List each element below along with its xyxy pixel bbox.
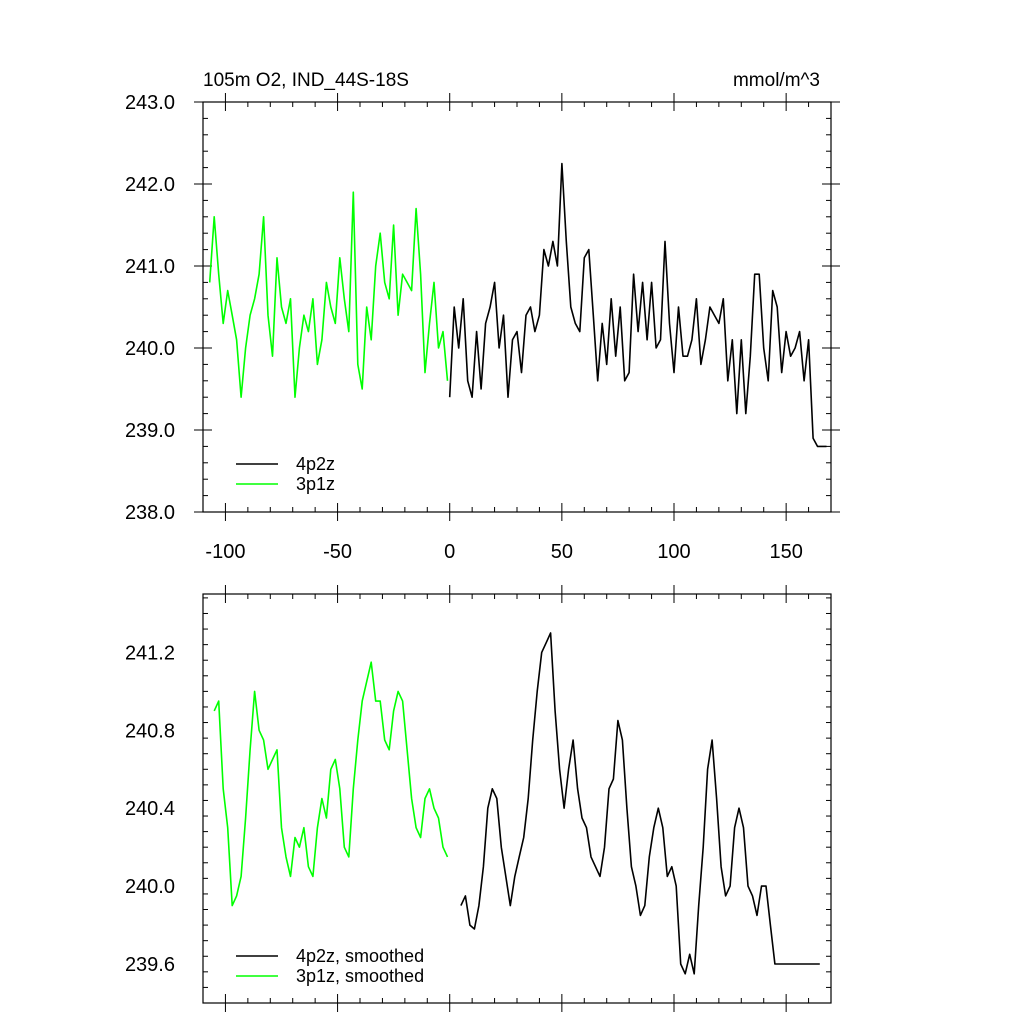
plot-frame bbox=[202, 101, 832, 513]
y-tick-label: 239.0 bbox=[125, 420, 175, 442]
y-tick-label: 240.0 bbox=[125, 338, 175, 360]
y-tick-label: 241.0 bbox=[125, 256, 175, 278]
series-line-4p2z-smoothed bbox=[460, 632, 820, 975]
x-tick-label: 150 bbox=[769, 541, 802, 563]
top-panel: -100 -50 0 50 100 150 238.0 239.0 240.0 241.0 242.… bbox=[125, 92, 840, 563]
series-line-4p2z bbox=[448, 162, 827, 448]
series-line-3p1z-smoothed bbox=[213, 661, 449, 907]
x-tick-label: -100 bbox=[205, 541, 245, 563]
legend-label: 3p1z, smoothed bbox=[296, 966, 424, 986]
plot-frame bbox=[202, 593, 832, 1004]
x-tick-label: 50 bbox=[551, 541, 573, 563]
x-tick-label: 0 bbox=[444, 541, 455, 563]
units-label: mmol/m^3 bbox=[733, 70, 820, 91]
y-tick-label: 240.8 bbox=[125, 720, 175, 742]
x-tick-label: -50 bbox=[323, 541, 352, 563]
y-tick-label: 239.6 bbox=[125, 954, 175, 976]
legend-label: 3p1z bbox=[296, 474, 335, 494]
series-line-3p1z bbox=[208, 191, 449, 399]
chart-title: 105m O2, IND_44S-18S bbox=[203, 70, 409, 91]
y-tick-label: 238.0 bbox=[125, 502, 175, 524]
y-tick-label: 241.2 bbox=[125, 642, 175, 664]
legend-label: 4p2z bbox=[296, 454, 335, 474]
y-tick-label: 242.0 bbox=[125, 174, 175, 196]
y-tick-label: 240.0 bbox=[125, 876, 175, 898]
x-tick-label: 100 bbox=[657, 541, 690, 563]
legend-label: 4p2z, smoothed bbox=[296, 946, 424, 966]
y-tick-label: 240.4 bbox=[125, 798, 175, 820]
bottom-panel: 239.6 240.0 240.4 240.8 241.2 4p2z, smoothed3… bbox=[125, 585, 832, 1012]
y-tick-label: 243.0 bbox=[125, 92, 175, 114]
